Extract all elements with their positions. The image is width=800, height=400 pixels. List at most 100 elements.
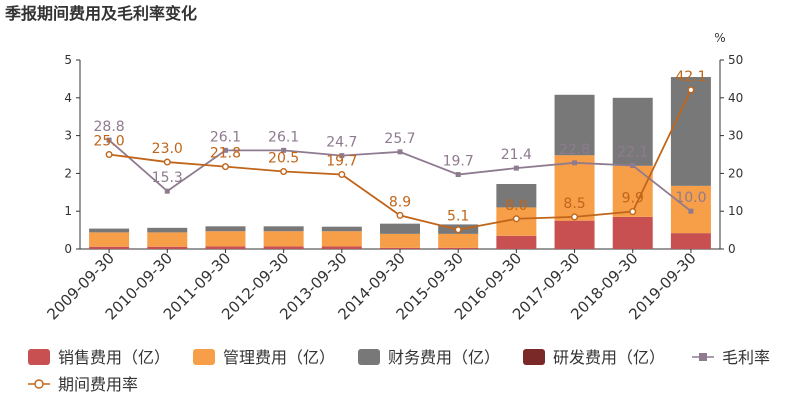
legend-item: 期间费用率 — [28, 375, 138, 394]
line-point — [512, 215, 520, 223]
y-left-tick-label: 4 — [64, 91, 72, 105]
line-point — [454, 226, 462, 234]
bar-segment — [554, 220, 595, 249]
legend-marker — [34, 379, 44, 389]
bar-segment — [147, 246, 188, 249]
data-label: 21.8 — [210, 146, 241, 162]
bar-segment — [612, 216, 653, 249]
bar-segment — [263, 231, 304, 247]
data-label: 8.0 — [505, 198, 527, 214]
data-label: 21.4 — [501, 147, 532, 163]
data-label: 8.9 — [389, 194, 411, 210]
data-label: 8.5 — [563, 196, 585, 212]
bar-segment — [612, 97, 653, 166]
legend-item: 财务费用（亿） — [358, 348, 500, 367]
chart-data-labels: 28.8 15.3 26.1 26.1 24.7 25.7 19.7 21.4 22.8 22.1… — [94, 69, 707, 225]
bar-segment — [89, 246, 130, 249]
y-left-tick-label: 0 — [64, 242, 72, 256]
line-point — [163, 158, 171, 166]
data-label: 15.3 — [152, 170, 183, 186]
data-label: 26.1 — [268, 129, 299, 145]
y-right-tick-label: 30 — [728, 129, 743, 143]
legend-label: 管理费用（亿） — [223, 348, 335, 367]
line-point — [397, 149, 403, 155]
bar-segment — [321, 226, 362, 232]
bar-segment — [205, 226, 246, 232]
bar-segment — [670, 77, 711, 186]
legend-swatch — [358, 349, 380, 365]
y-right-tick-label: 0 — [728, 242, 736, 256]
legend-item: 研发费用（亿） — [523, 348, 665, 367]
line-point — [281, 147, 287, 153]
line-point — [629, 208, 637, 216]
bar-segment — [89, 228, 130, 233]
y-left-tick-label: 5 — [64, 53, 72, 67]
bar-segment — [496, 235, 537, 249]
line-point — [105, 150, 113, 158]
line-point — [688, 208, 694, 214]
y-left-tick-label: 3 — [64, 129, 72, 143]
line-point — [164, 188, 170, 194]
y-right-unit: % — [714, 31, 725, 45]
data-label: 20.5 — [268, 151, 299, 167]
line-point — [221, 163, 229, 171]
bar-segment — [205, 246, 246, 249]
data-label: 22.8 — [559, 142, 590, 158]
line-point — [106, 137, 112, 143]
bar-segment — [380, 247, 420, 249]
data-label: 9.9 — [622, 191, 644, 207]
y-right-tick-label: 10 — [728, 204, 743, 218]
bar-segment — [438, 233, 479, 248]
line-point — [630, 162, 636, 168]
y-right-tick-label: 50 — [728, 53, 743, 67]
line-point — [280, 168, 288, 176]
line-point — [455, 172, 461, 178]
bar-segment — [380, 223, 420, 234]
line-point — [338, 171, 346, 179]
data-label: 23.0 — [152, 141, 183, 157]
legend-item: 毛利率 — [692, 348, 770, 367]
bar-segment — [554, 94, 595, 156]
data-label: 28.8 — [94, 119, 125, 135]
data-label: 19.7 — [326, 154, 357, 170]
line-point — [513, 165, 519, 171]
bar-segment — [496, 183, 537, 208]
bar-segment — [89, 232, 130, 247]
data-label: 42.1 — [675, 69, 706, 85]
chart-title: 季报期间费用及毛利率变化 — [4, 4, 197, 23]
data-label: 10.0 — [675, 190, 706, 206]
line-point — [222, 147, 228, 153]
bar-segment — [438, 247, 479, 249]
bar-segment — [205, 231, 246, 247]
chart-lines — [105, 86, 695, 234]
data-label: 25.7 — [384, 131, 415, 147]
legend-label: 财务费用（亿） — [388, 348, 500, 367]
y-right-tick-label: 20 — [728, 166, 743, 180]
data-label: 24.7 — [326, 135, 357, 151]
bar-segment — [263, 226, 304, 232]
legend-label: 研发费用（亿） — [553, 348, 665, 367]
bar-segment — [554, 155, 595, 221]
line-point — [571, 213, 579, 221]
line-point — [339, 153, 345, 159]
legend-marker — [699, 353, 707, 361]
data-label: 25.0 — [94, 134, 125, 150]
legend-swatch — [193, 349, 215, 365]
legend-swatch — [523, 349, 545, 365]
y-left-tick-label: 2 — [64, 166, 72, 180]
data-label: 5.1 — [447, 209, 469, 225]
bar-segment — [147, 232, 188, 247]
legend-label: 期间费用率 — [58, 375, 138, 394]
y-right-tick-label: 40 — [728, 91, 743, 105]
data-label: 22.1 — [617, 144, 648, 160]
bar-segment — [321, 246, 362, 249]
bar-segment — [147, 227, 188, 233]
bar-segment — [380, 233, 420, 248]
data-label: 19.7 — [443, 154, 474, 170]
line-point — [396, 211, 404, 219]
legend-item: 销售费用（亿） — [28, 348, 170, 367]
data-label: 26.1 — [210, 129, 241, 145]
line-point — [687, 86, 695, 94]
